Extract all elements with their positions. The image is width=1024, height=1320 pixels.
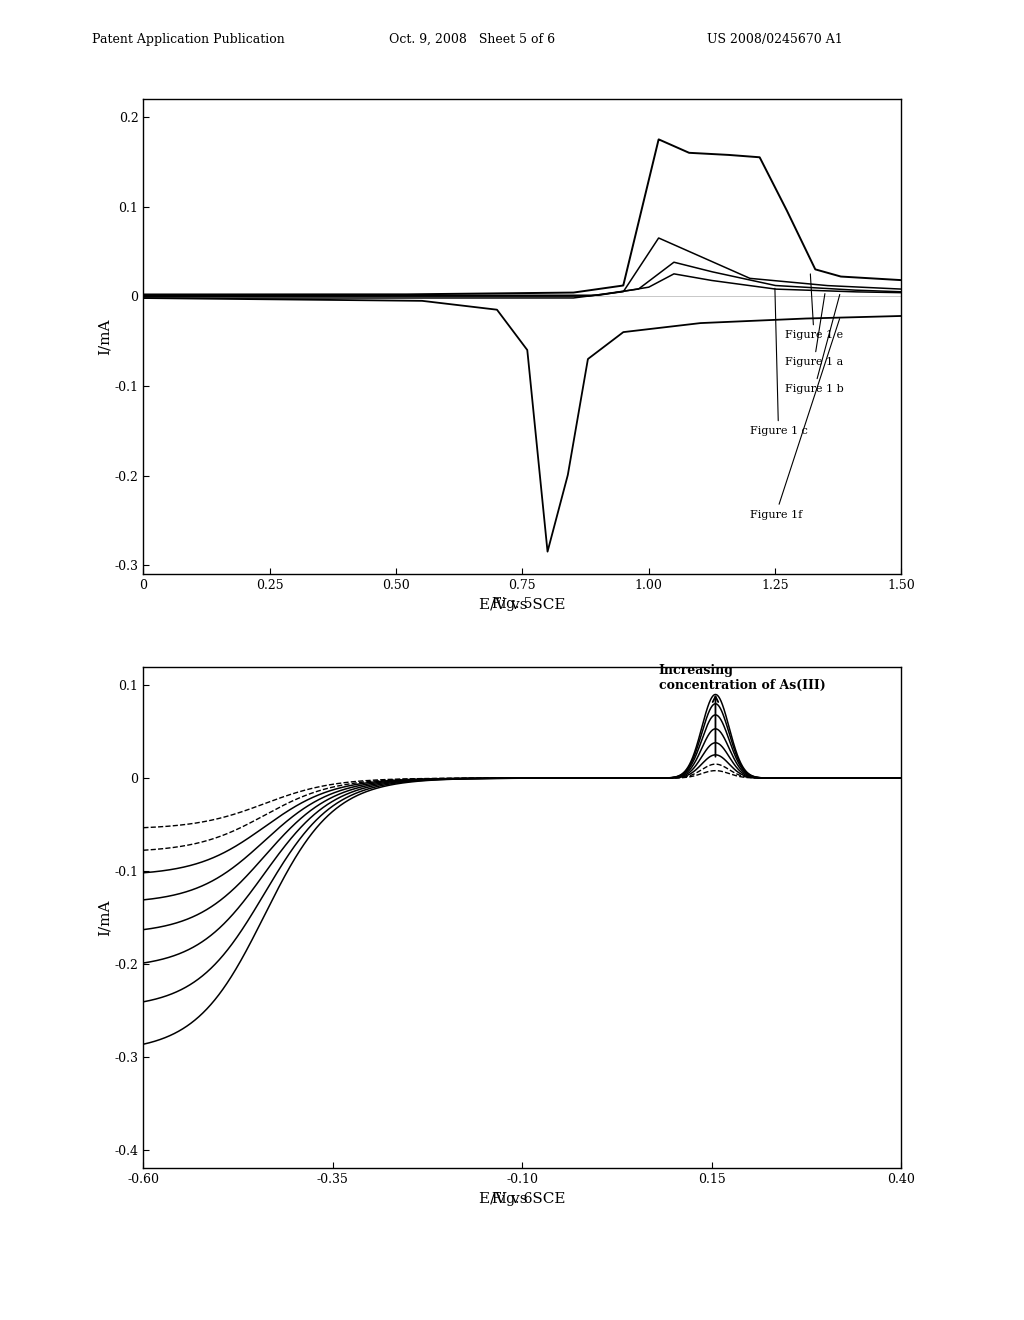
Text: Fig. 6: Fig. 6 bbox=[492, 1192, 532, 1206]
Text: Figure 1f: Figure 1f bbox=[750, 318, 840, 520]
Text: Figure 1 b: Figure 1 b bbox=[785, 294, 844, 395]
Text: Figure 1 e: Figure 1 e bbox=[785, 275, 843, 341]
X-axis label: E/V vs SCE: E/V vs SCE bbox=[479, 598, 565, 611]
Text: Fig. 5: Fig. 5 bbox=[492, 597, 532, 611]
Text: Patent Application Publication: Patent Application Publication bbox=[92, 33, 285, 46]
Text: Increasing
concentration of As(III): Increasing concentration of As(III) bbox=[658, 664, 825, 692]
Text: Figure 1 a: Figure 1 a bbox=[785, 293, 843, 367]
Y-axis label: I/mA: I/mA bbox=[97, 899, 112, 936]
Text: Oct. 9, 2008   Sheet 5 of 6: Oct. 9, 2008 Sheet 5 of 6 bbox=[389, 33, 555, 46]
Text: Figure 1 c: Figure 1 c bbox=[750, 288, 808, 437]
Text: US 2008/0245670 A1: US 2008/0245670 A1 bbox=[707, 33, 843, 46]
X-axis label: E/V vs SCE: E/V vs SCE bbox=[479, 1192, 565, 1205]
Y-axis label: I/mA: I/mA bbox=[97, 318, 112, 355]
